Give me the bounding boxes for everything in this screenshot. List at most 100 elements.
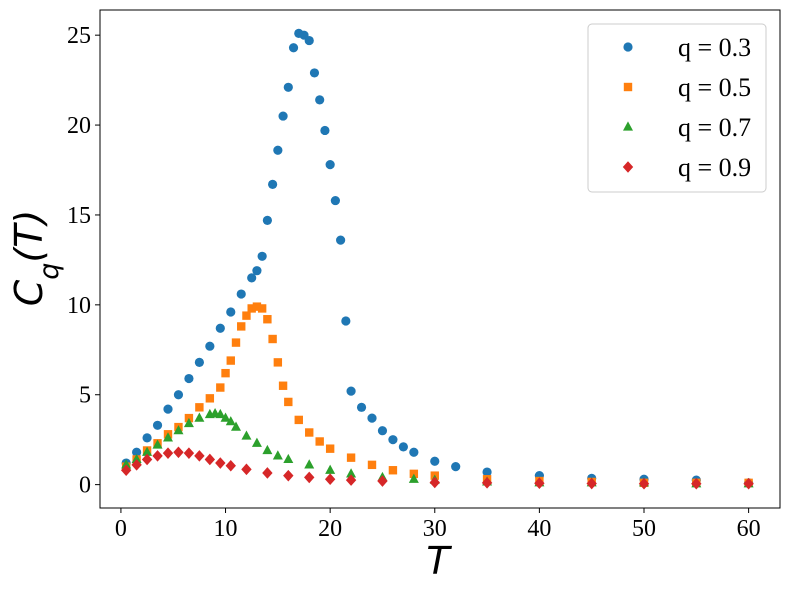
x-tick-label: 0	[115, 516, 127, 542]
y-tick-label: 10	[67, 293, 91, 319]
legend-label: q = 0.9	[678, 153, 751, 182]
data-point	[183, 417, 194, 428]
data-point	[225, 416, 236, 426]
data-point	[377, 475, 388, 487]
data-point	[262, 467, 273, 479]
legend-marker	[623, 42, 633, 52]
data-point	[330, 195, 340, 206]
x-tick-label: 50	[632, 516, 656, 542]
data-point	[409, 447, 419, 457]
data-point	[451, 462, 461, 472]
data-point	[283, 453, 294, 464]
data-point	[273, 358, 283, 367]
legend-marker	[623, 82, 633, 92]
data-point	[320, 125, 330, 136]
data-point	[356, 402, 367, 412]
legend-entry: q = 0.9	[622, 153, 751, 182]
series-3	[120, 446, 754, 490]
data-point	[195, 403, 204, 412]
legend-marker	[622, 161, 634, 173]
y-tick-label: 5	[79, 383, 91, 409]
data-point	[743, 477, 754, 490]
data-point	[345, 474, 357, 486]
data-point	[325, 464, 336, 474]
data-point	[262, 444, 273, 455]
plot-frame	[99, 9, 781, 509]
data-point	[204, 453, 216, 466]
data-point	[163, 404, 173, 414]
x-axis-ticks: 0 10 20 30 40 50 60	[115, 508, 761, 542]
y-axis-ticks: 0 5 10 15 20 25	[67, 23, 100, 499]
y-tick-label: 20	[67, 113, 91, 139]
data-point	[221, 368, 230, 378]
data-point	[226, 307, 236, 317]
data-point	[257, 304, 267, 313]
data-point	[284, 397, 293, 407]
data-point	[268, 334, 277, 344]
legend-marker	[623, 121, 633, 131]
data-point	[225, 459, 236, 472]
data-point	[325, 444, 335, 453]
data-point	[288, 43, 299, 53]
data-point	[324, 473, 336, 486]
data-point	[152, 450, 163, 462]
data-point	[131, 459, 142, 471]
legend-entry: q = 0.5	[623, 73, 751, 102]
legend-label: q = 0.5	[678, 73, 751, 102]
data-point	[220, 412, 231, 422]
data-point	[430, 456, 440, 466]
data-point	[236, 289, 246, 299]
data-point	[216, 383, 225, 392]
data-point	[242, 311, 251, 320]
data-point	[173, 390, 184, 400]
data-point	[142, 433, 152, 443]
data-point	[341, 316, 351, 326]
legend-entry: q = 0.7	[623, 113, 751, 142]
data-point	[691, 477, 702, 490]
data-point	[237, 322, 246, 331]
data-point	[638, 477, 650, 490]
data-point	[141, 453, 153, 466]
y-tick-label: 0	[79, 473, 91, 499]
data-point	[367, 413, 377, 423]
data-point	[272, 450, 283, 460]
data-point	[205, 394, 215, 403]
data-point	[315, 95, 325, 105]
data-point	[346, 386, 356, 396]
data-point	[305, 428, 314, 437]
data-point	[215, 323, 225, 333]
y-tick-label: 25	[67, 23, 91, 49]
data-point	[262, 215, 272, 225]
x-tick-label: 10	[214, 516, 238, 542]
data-point	[162, 447, 174, 459]
x-tick-label: 40	[527, 516, 551, 542]
data-point	[226, 356, 235, 365]
data-marks	[120, 28, 754, 490]
data-point	[194, 450, 205, 462]
data-point	[173, 446, 184, 459]
data-point	[481, 477, 493, 489]
data-point	[309, 68, 320, 78]
data-point	[336, 235, 346, 245]
data-point	[247, 304, 256, 313]
data-point	[121, 459, 132, 469]
data-point	[241, 430, 252, 440]
data-point	[142, 446, 153, 456]
data-point	[294, 415, 303, 425]
data-point	[241, 463, 252, 476]
legend-entry: q = 0.3	[623, 33, 751, 62]
data-point	[163, 432, 173, 442]
x-tick-label: 30	[423, 516, 447, 542]
data-point	[132, 447, 142, 457]
legend-box	[587, 23, 767, 193]
data-point	[377, 426, 388, 436]
data-point	[215, 408, 226, 419]
data-point	[252, 302, 262, 311]
x-tick-label: 60	[737, 516, 761, 542]
data-point	[152, 439, 163, 449]
x-tick-label: 20	[318, 516, 342, 542]
data-point	[257, 251, 267, 261]
data-point	[278, 381, 288, 390]
